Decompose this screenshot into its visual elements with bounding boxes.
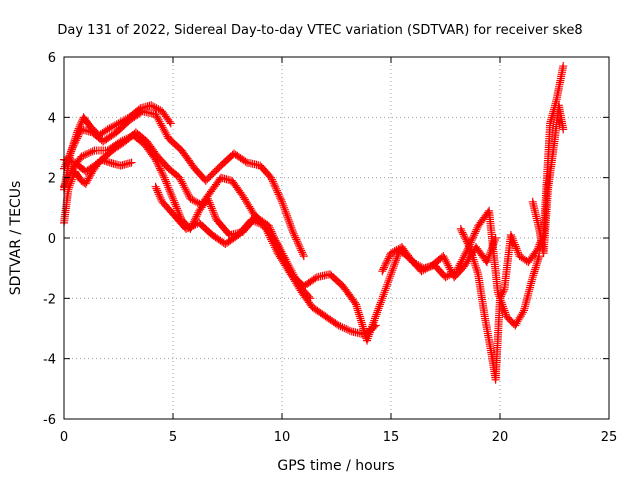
x-tick-label: 25 (601, 430, 618, 445)
x-tick-label: 10 (274, 430, 291, 445)
series-track-3 (60, 128, 315, 303)
y-tick-label: 4 (48, 111, 56, 126)
x-tick-label: 15 (383, 430, 400, 445)
y-tick-label: 2 (48, 172, 56, 187)
x-tick-label: 0 (60, 430, 68, 445)
y-tick-label: -4 (43, 353, 56, 368)
series-track-7 (378, 206, 544, 330)
y-tick-label: -2 (43, 292, 56, 307)
series-track-8 (456, 62, 568, 384)
series-track-9 (528, 101, 568, 258)
y-tick-label: 0 (48, 232, 56, 247)
chart-title: Day 131 of 2022, Sidereal Day-to-day VTE… (57, 23, 582, 38)
axis-ticks: 0 5 10 15 20 25 -6 -4 -2 0 2 4 6 (43, 51, 617, 445)
x-axis-label: GPS time / hours (277, 458, 394, 474)
x-tick-label: 5 (169, 430, 177, 445)
grid-lines (64, 57, 609, 419)
y-axis-label: SDTVAR / TECUs (8, 181, 24, 296)
x-tick-label: 20 (492, 430, 509, 445)
plot-area (60, 62, 568, 384)
y-tick-label: -6 (43, 413, 56, 428)
y-tick-label: 6 (48, 51, 56, 66)
